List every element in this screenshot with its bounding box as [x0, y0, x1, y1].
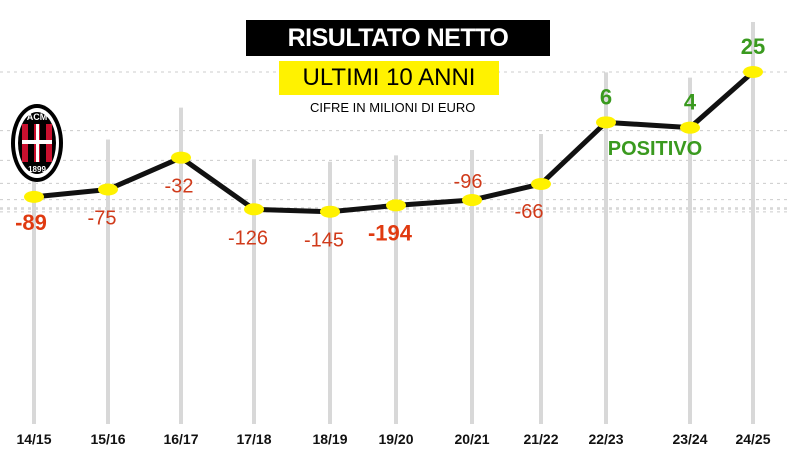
- data-point-15/16: [98, 183, 118, 196]
- logo-year: 1899: [28, 165, 46, 174]
- x-tick-18/19: 18/19: [312, 431, 347, 447]
- data-labels: -89 -75 -32 -126 -145 -194 -96 -66 6 4 25: [15, 34, 765, 252]
- data-label-14/15: -89: [15, 210, 47, 235]
- x-tick-24/25: 24/25: [735, 431, 770, 447]
- data-point-17/18: [244, 203, 264, 216]
- data-label-16/17: -32: [165, 176, 194, 198]
- data-label-23/24: 4: [684, 90, 697, 115]
- data-label-24/25: 25: [741, 34, 765, 59]
- x-tick-22/23: 22/23: [588, 431, 623, 447]
- data-label-17/18: -126: [228, 227, 268, 249]
- data-points: [24, 66, 763, 218]
- data-point-21/22: [531, 177, 551, 190]
- data-point-14/15: [24, 190, 44, 203]
- data-point-18/19: [320, 205, 340, 218]
- x-tick-21/22: 21/22: [523, 431, 558, 447]
- data-label-19/20: -194: [368, 220, 413, 245]
- data-point-22/23: [596, 116, 616, 129]
- data-label-21/22: -66: [515, 201, 544, 223]
- x-tick-23/24: 23/24: [672, 431, 707, 447]
- data-point-20/21: [462, 194, 482, 207]
- x-tick-15/16: 15/16: [90, 431, 125, 447]
- x-tick-16/17: 16/17: [163, 431, 198, 447]
- data-label-22/23: 6: [600, 84, 612, 109]
- x-tick-14/15: 14/15: [16, 431, 51, 447]
- positive-annotation: POSITIVO: [608, 138, 702, 160]
- data-point-23/24: [680, 121, 700, 134]
- logo-cross-h: [22, 140, 52, 144]
- data-point-16/17: [171, 151, 191, 164]
- x-tick-19/20: 19/20: [378, 431, 413, 447]
- data-label-20/21: -96: [454, 171, 483, 193]
- grid: [0, 22, 791, 424]
- data-label-15/16: -75: [88, 208, 117, 230]
- unit-note: CIFRE IN MILIONI DI EURO: [310, 100, 476, 115]
- x-axis-ticks: 14/15 15/16 16/17 17/18 18/19 19/20 20/21 21/22…: [16, 431, 770, 447]
- chart-subtitle: ULTIMI 10 ANNI: [279, 61, 499, 95]
- data-label-18/19: -145: [304, 230, 344, 252]
- logo-letters: ACM: [27, 112, 48, 122]
- data-point-24/25: [743, 66, 763, 78]
- club-logo: ACM 1899: [11, 104, 63, 182]
- data-point-19/20: [386, 199, 406, 212]
- x-tick-17/18: 17/18: [236, 431, 271, 447]
- chart-title: RISULTATO NETTO: [246, 20, 550, 56]
- x-tick-20/21: 20/21: [454, 431, 489, 447]
